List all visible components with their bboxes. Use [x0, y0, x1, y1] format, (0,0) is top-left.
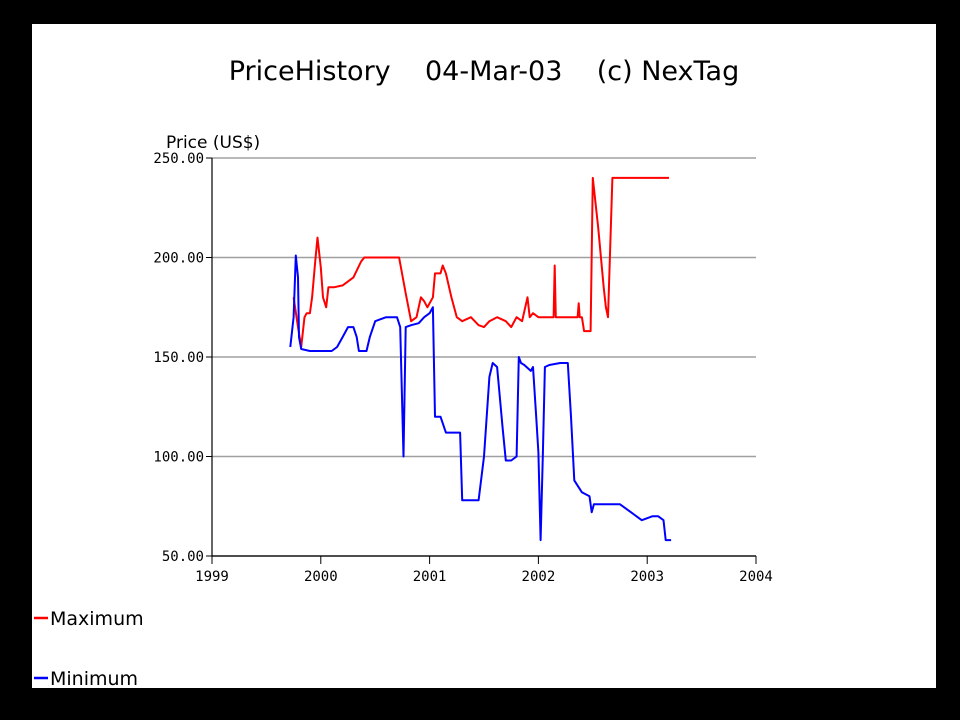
y-tick-label-1: 100.00 [153, 450, 204, 466]
x-tick-label-2: 2001 [413, 569, 447, 585]
price-history-chart: PriceHistory 04-Mar-03 (c) NexTag Price … [34, 56, 773, 688]
legend: Maximum Minimum [34, 608, 144, 688]
series-layer [289, 176, 672, 542]
chart-title: PriceHistory 04-Mar-03 (c) NexTag [229, 56, 740, 87]
gridlines [212, 157, 756, 557]
x-tick-label-1: 2000 [304, 569, 338, 585]
legend-label-maximum: Maximum [50, 608, 144, 630]
chart-panel: PriceHistory 04-Mar-03 (c) NexTag Price … [32, 24, 936, 688]
series-line-minimum [289, 254, 672, 542]
y-tick-label-3: 200.00 [153, 251, 204, 267]
y-tick-label-2: 150.00 [153, 350, 204, 366]
x-tick-label-0: 1999 [195, 569, 229, 585]
y-tick-label-0: 50.00 [162, 549, 204, 565]
x-tick-label-4: 2003 [630, 569, 664, 585]
series-line-maximum [292, 176, 669, 348]
legend-label-minimum: Minimum [50, 668, 138, 688]
x-tick-label-3: 2002 [522, 569, 556, 585]
y-axis-ticks: 50.00 100.00 150.00 200.00 250.00 [153, 151, 212, 565]
x-tick-label-5: 2004 [739, 569, 773, 585]
y-axis-label: Price (US$) [166, 133, 260, 153]
y-tick-label-4: 250.00 [153, 151, 204, 167]
x-axis-ticks: 1999 2000 2001 2002 2003 2004 [195, 556, 773, 585]
